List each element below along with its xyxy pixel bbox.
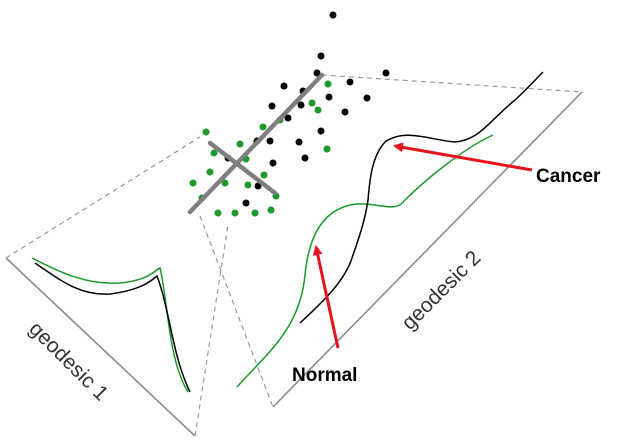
normal-points	[189, 80, 332, 217]
cancer-point	[301, 154, 309, 162]
cancer-point	[297, 101, 305, 109]
cancer-point	[268, 102, 276, 110]
cancer-point	[329, 11, 337, 19]
left-plane	[5, 136, 229, 437]
cancer-point	[295, 138, 303, 146]
geodesic-2-label: geodesic 2	[397, 246, 485, 334]
normal-point	[267, 206, 275, 214]
cancer-point	[242, 199, 250, 207]
right-plane	[199, 71, 583, 408]
cancer-point	[363, 94, 371, 102]
right-normal-curve	[236, 134, 494, 388]
cancer-point	[317, 127, 325, 135]
cancer-point	[266, 137, 274, 145]
cancer-point	[254, 182, 262, 190]
normal-point	[236, 140, 244, 148]
normal-point	[323, 145, 331, 153]
cancer-points	[224, 11, 390, 207]
normal-point	[206, 168, 214, 176]
cancer-point	[269, 159, 277, 167]
arrows	[312, 142, 533, 349]
normal-point	[251, 209, 259, 217]
normal-arrow	[312, 245, 340, 349]
right-cancer-curve	[299, 71, 544, 324]
normal-point	[314, 106, 322, 114]
left-cancer-curve	[34, 262, 191, 393]
normal-point	[210, 149, 218, 157]
cancer-arrow	[393, 142, 533, 172]
normal-point	[214, 209, 222, 217]
normal-point	[259, 123, 267, 131]
normal-point	[231, 209, 239, 217]
geodesic-axes	[187, 72, 325, 215]
scatter-points	[189, 11, 390, 217]
geodesic-axis-2	[187, 72, 325, 215]
normal-point	[221, 179, 229, 187]
cancer-point	[346, 78, 354, 86]
cancer-point	[317, 52, 325, 60]
normal-point	[324, 80, 332, 88]
normal-point	[308, 99, 316, 107]
cancer-point	[313, 69, 321, 77]
cancer-point	[382, 69, 390, 77]
normal-point	[244, 181, 252, 189]
right-plane-dash-bottom	[199, 215, 274, 408]
normal-point	[260, 171, 268, 179]
left-plane-dash-top	[5, 136, 201, 259]
cancer-point	[284, 114, 292, 122]
cancer-point	[325, 93, 333, 101]
cancer-point	[341, 108, 349, 116]
cancer-label: Cancer	[536, 166, 601, 187]
left-plane-dash-bottom	[194, 224, 229, 437]
normal-label: Normal	[292, 365, 357, 386]
geodesic-1-label: geodesic 1	[24, 317, 112, 405]
right-plane-base	[272, 91, 583, 408]
normal-point	[202, 128, 210, 136]
geodesic-axis-1	[207, 140, 278, 196]
cancer-point	[280, 82, 288, 90]
normal-point	[189, 179, 197, 187]
left-normal-curve	[31, 257, 189, 393]
left-plane-base	[5, 257, 196, 437]
right-plane-dash-top	[321, 74, 583, 93]
